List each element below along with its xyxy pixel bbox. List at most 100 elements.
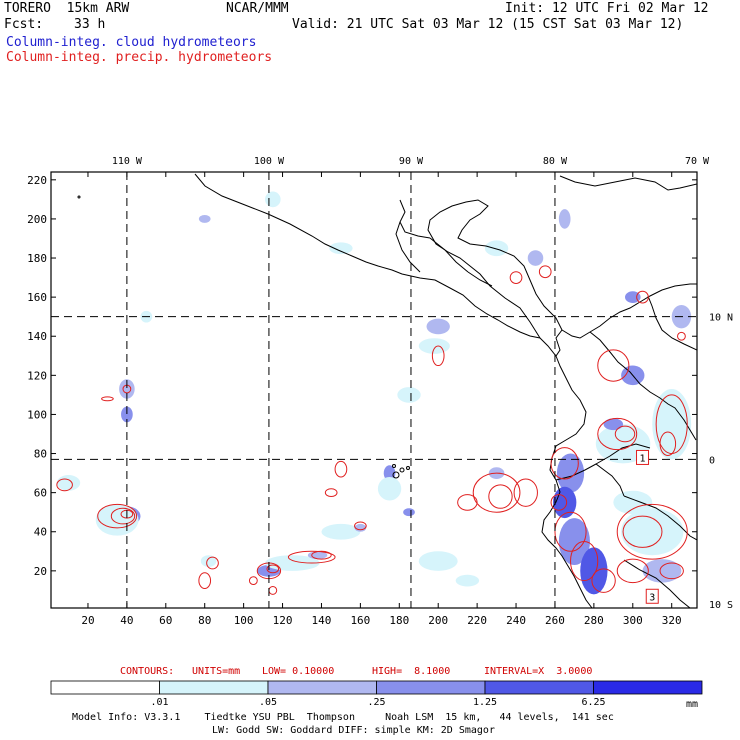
y-tick-label: 20 — [34, 565, 47, 578]
cloud-patch — [527, 250, 544, 266]
precip-contour — [354, 521, 367, 531]
center-label: NCAR/MMM — [226, 1, 289, 16]
cloud-patch — [265, 191, 281, 208]
precip-contour — [110, 507, 136, 525]
y-tick-label: 60 — [34, 487, 47, 500]
cloud-patch — [377, 477, 402, 501]
cloud-patch — [603, 418, 624, 431]
precip-contour — [677, 331, 686, 341]
cloud-patch — [484, 240, 509, 257]
precip-contour-layer — [56, 265, 688, 595]
precip-contour — [509, 271, 523, 284]
colorbar-segment — [376, 680, 486, 695]
precip-contour — [597, 417, 638, 451]
galapagos-island — [399, 467, 405, 473]
galapagos-island — [392, 464, 396, 468]
contour-marker-label: 1 — [640, 453, 646, 464]
galapagos-island — [392, 471, 400, 479]
plot-border — [50, 171, 698, 609]
coastline-south-america — [541, 355, 593, 608]
precip-contour — [431, 345, 445, 367]
x-tick-label: 20 — [81, 614, 94, 627]
border-colombia-peru — [595, 443, 651, 465]
precip-contour — [636, 290, 649, 304]
x-tick-label: 200 — [428, 614, 448, 627]
small-island — [77, 195, 81, 199]
cloud-patch — [642, 559, 682, 583]
colorbar-tick-label: .01 — [150, 697, 168, 708]
x-tick-label: 80 — [198, 614, 211, 627]
precip-contour — [311, 550, 332, 560]
precip-contour — [614, 425, 636, 443]
field-cloud-title: Column-integ. cloud hydrometeors — [6, 35, 257, 50]
coastline-yucatan — [399, 199, 431, 239]
lon-label: 110 W — [112, 156, 143, 167]
y-tick-label: 80 — [34, 448, 47, 461]
y-tick-label: 120 — [27, 369, 47, 382]
lat-label: 10 N — [709, 313, 733, 324]
colorbar-tick-label: 1.25 — [473, 697, 497, 708]
field-precip-title: Column-integ. precip. hydrometeors — [6, 50, 273, 65]
lat-label: 10 S — [709, 600, 733, 611]
precip-contour — [513, 478, 538, 507]
precip-contour — [472, 472, 521, 513]
precip-contour — [659, 431, 677, 456]
precip-contour — [616, 503, 688, 560]
x-tick-label: 160 — [350, 614, 370, 627]
cloud-patch — [426, 318, 450, 335]
x-tick-label: 280 — [584, 614, 604, 627]
y-tick-label: 40 — [34, 526, 47, 539]
colorbar-segment — [159, 680, 269, 695]
precip-contour — [206, 556, 219, 570]
cloud-patch — [121, 406, 133, 423]
y-tick-label: 200 — [27, 213, 47, 226]
cloud-patch — [558, 518, 590, 565]
precip-contour — [488, 484, 513, 509]
latlon-grid — [51, 172, 697, 608]
interval-label: INTERVAL=X 3.0000 — [484, 666, 593, 677]
x-tick-label: 100 — [234, 614, 254, 627]
x-tick-label: 240 — [506, 614, 526, 627]
colorbar-tick-label: .25 — [367, 697, 385, 708]
coastline-central-america — [194, 173, 697, 357]
y-tick-label: 180 — [27, 252, 47, 265]
model-title: TORERO 15km ARW — [4, 1, 130, 16]
coastline-colombia-border — [589, 331, 697, 441]
cloud-patch — [625, 291, 641, 303]
border-central-1 — [429, 237, 469, 273]
x-tick-label: 320 — [662, 614, 682, 627]
precip-contour — [198, 572, 212, 589]
units-label: UNITS=mm — [192, 666, 241, 677]
cloud-patch — [383, 465, 396, 481]
plot-frame: 20 40 60 80 100 120 140 160 180 200 220 240 260 280 30… — [27, 156, 733, 627]
init-time: Init: 12 UTC Fri 02 Mar 12 — [505, 1, 709, 16]
border-bolivia — [623, 559, 691, 608]
precip-contour — [550, 447, 579, 480]
precip-contour — [324, 488, 338, 498]
cloud-patch — [198, 215, 211, 223]
precip-contour — [591, 568, 616, 593]
low-label: LOW= 0.10000 — [262, 666, 335, 677]
cloud-patch — [556, 453, 585, 493]
coastline-caribbean — [427, 199, 563, 339]
cloud-patch — [329, 242, 353, 255]
fcst-label: Fcst: — [4, 17, 44, 32]
precip-contour — [287, 550, 336, 564]
precip-contour — [97, 503, 138, 529]
precip-contour — [248, 576, 258, 586]
colorbar: .01 .05 .25 1.25 6.25 mm — [50, 680, 703, 710]
cloud-patch — [558, 209, 571, 229]
colorbar-segment — [593, 680, 703, 695]
border-mexico-guatemala — [395, 221, 421, 273]
cloud-patch — [580, 547, 608, 595]
border-venezuela — [647, 295, 697, 351]
cloud-patch — [321, 523, 361, 540]
precip-contour — [554, 511, 587, 552]
coastline-cuba — [559, 175, 697, 191]
contour-markers: 13 — [636, 449, 659, 604]
precip-contour — [622, 515, 663, 548]
y-tick-label: 100 — [27, 408, 47, 421]
precip-contour — [597, 349, 630, 382]
lon-label: 90 W — [399, 156, 424, 167]
